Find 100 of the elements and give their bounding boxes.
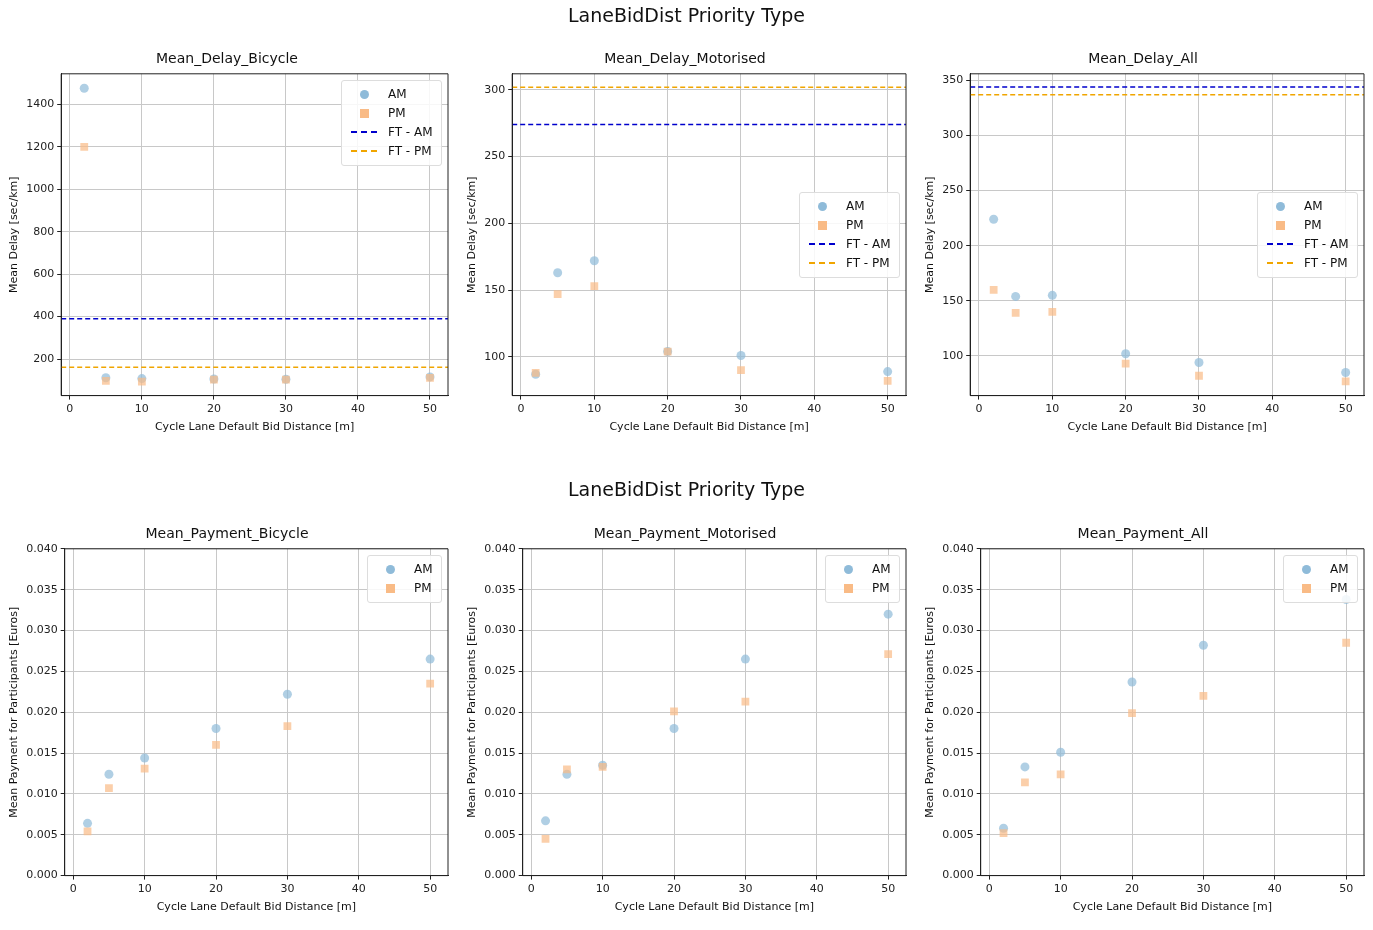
legend-label: PM bbox=[846, 218, 864, 233]
y-tick-label: 0.015 bbox=[942, 745, 974, 759]
x-tick-label: 20 bbox=[206, 402, 221, 416]
x-tick-label: 20 bbox=[1118, 402, 1133, 416]
y-tick-label: 0.000 bbox=[942, 868, 974, 882]
y-tick-label: 0.030 bbox=[942, 623, 974, 637]
x-tick-label: 0 bbox=[69, 882, 77, 896]
legend-label: PM bbox=[414, 581, 432, 596]
x-axis-title: Cycle Lane Default Bid Distance [m] bbox=[614, 900, 815, 914]
legend-label: FT - AM bbox=[846, 237, 891, 252]
y-tick-label: 100 bbox=[942, 348, 964, 362]
x-tick-label: 10 bbox=[587, 402, 602, 416]
x-tick-label: 40 bbox=[809, 882, 824, 896]
x-tick-label: 20 bbox=[209, 882, 224, 896]
x-tick-label: 40 bbox=[351, 882, 366, 896]
y-tick-label: 1000 bbox=[26, 182, 55, 196]
x-axis-title: Cycle Lane Default Bid Distance [m] bbox=[154, 420, 355, 434]
y-tick-label: 300 bbox=[942, 128, 964, 142]
y-tick-label: 200 bbox=[484, 216, 506, 230]
y-tick-label: 0.035 bbox=[26, 582, 58, 596]
x-tick-label: 0 bbox=[985, 882, 993, 896]
chart-title: Mean_Payment_Motorised bbox=[593, 525, 777, 542]
x-axis-title: Cycle Lane Default Bid Distance [m] bbox=[156, 900, 357, 914]
legend-label: PM bbox=[1330, 581, 1348, 596]
x-tick-label: 20 bbox=[667, 882, 682, 896]
y-tick-label: 250 bbox=[484, 149, 506, 163]
y-tick-label: 0.025 bbox=[484, 664, 516, 678]
x-tick-label: 50 bbox=[422, 402, 437, 416]
y-axis-title: Mean Payment for Participants [Euros] bbox=[923, 606, 937, 818]
legend-label: FT - AM bbox=[1304, 237, 1349, 252]
y-tick-label: 200 bbox=[33, 351, 55, 365]
y-tick-label: 250 bbox=[942, 183, 964, 197]
legend-label: AM bbox=[846, 199, 865, 214]
y-tick-label: 0.000 bbox=[484, 868, 516, 882]
y-tick-label: 400 bbox=[33, 309, 55, 323]
x-tick-label: 20 bbox=[660, 402, 675, 416]
x-tick-label: 10 bbox=[1045, 402, 1060, 416]
y-tick-label: 100 bbox=[484, 349, 506, 363]
x-tick-label: 10 bbox=[134, 402, 149, 416]
x-tick-label: 0 bbox=[66, 402, 74, 416]
chart-title: Mean_Delay_All bbox=[1088, 50, 1198, 67]
legend-label: FT - AM bbox=[388, 125, 433, 140]
x-tick-label: 30 bbox=[280, 882, 295, 896]
x-tick-label: 30 bbox=[734, 402, 748, 416]
y-tick-label: 0.010 bbox=[26, 786, 58, 800]
y-axis-title: Mean Payment for Participants [Euros] bbox=[7, 606, 21, 818]
text: LaneBidDist Priority Type bbox=[567, 4, 806, 26]
chart-title: Mean_Delay_Bicycle bbox=[156, 50, 298, 67]
y-tick-label: 350 bbox=[942, 73, 964, 87]
y-tick-label: 0.000 bbox=[26, 868, 58, 882]
chart-title: Mean_Delay_Motorised bbox=[604, 50, 766, 67]
x-tick-label: 10 bbox=[1053, 882, 1068, 896]
y-tick-label: 150 bbox=[484, 282, 506, 296]
legend-label: PM bbox=[872, 581, 890, 596]
x-tick-label: 50 bbox=[423, 882, 438, 896]
legend-label: PM bbox=[1304, 218, 1322, 233]
y-tick-label: 0.020 bbox=[942, 705, 974, 719]
y-tick-label: 0.040 bbox=[26, 541, 58, 555]
x-tick-label: 50 bbox=[1338, 402, 1353, 416]
y-tick-label: 0.035 bbox=[484, 582, 516, 596]
y-tick-label: 600 bbox=[33, 267, 55, 281]
x-axis-title: Cycle Lane Default Bid Distance [m] bbox=[609, 420, 809, 434]
y-tick-label: 0.015 bbox=[26, 745, 58, 759]
x-tick-label: 10 bbox=[595, 882, 610, 896]
y-tick-label: 0.025 bbox=[26, 664, 58, 678]
x-tick-label: 40 bbox=[807, 402, 822, 416]
x-tick-label: 40 bbox=[350, 402, 365, 416]
x-tick-label: 20 bbox=[1125, 882, 1140, 896]
y-tick-label: 0.025 bbox=[942, 664, 974, 678]
y-tick-label: 0.015 bbox=[484, 745, 516, 759]
y-tick-label: 1400 bbox=[26, 97, 55, 111]
y-tick-label: 0.005 bbox=[26, 827, 58, 841]
chart-title: Mean_Payment_All bbox=[1077, 525, 1209, 542]
x-tick-label: 0 bbox=[527, 882, 535, 896]
x-tick-label: 50 bbox=[881, 882, 896, 896]
y-tick-label: 0.040 bbox=[942, 541, 974, 555]
x-tick-label: 40 bbox=[1265, 402, 1280, 416]
legend-label: FT - PM bbox=[1304, 256, 1348, 271]
x-tick-label: 0 bbox=[517, 402, 525, 416]
y-axis-title: Mean Payment for Participants [Euros] bbox=[465, 606, 479, 818]
x-tick-label: 30 bbox=[1196, 882, 1211, 896]
y-axis-title: Mean Delay [sec/km] bbox=[465, 176, 479, 293]
y-axis-title: Mean Delay [sec/km] bbox=[923, 176, 937, 293]
text: LaneBidDist Priority Type bbox=[567, 478, 806, 500]
y-axis-title: Mean Delay [sec/km] bbox=[7, 176, 21, 293]
y-tick-label: 0.030 bbox=[26, 623, 58, 637]
y-tick-label: 150 bbox=[942, 293, 964, 307]
y-tick-label: 200 bbox=[942, 238, 964, 252]
legend-label: AM bbox=[872, 562, 891, 577]
legend-label: AM bbox=[414, 562, 433, 577]
x-tick-label: 0 bbox=[975, 402, 983, 416]
y-tick-label: 800 bbox=[33, 224, 55, 238]
y-tick-label: 0.005 bbox=[942, 827, 974, 841]
legend-label: AM bbox=[388, 87, 407, 102]
legend-label: AM bbox=[1330, 562, 1349, 577]
legend-label: FT - PM bbox=[846, 256, 890, 271]
x-tick-label: 50 bbox=[880, 402, 895, 416]
legend-label: FT - PM bbox=[388, 144, 432, 159]
x-axis-title: Cycle Lane Default Bid Distance [m] bbox=[1072, 900, 1273, 914]
x-tick-label: 30 bbox=[738, 882, 753, 896]
